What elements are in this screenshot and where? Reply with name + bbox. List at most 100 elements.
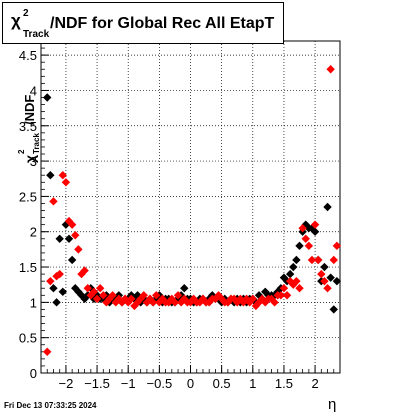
x-tick-label: 0 (187, 376, 194, 391)
data-point (326, 65, 335, 74)
data-point (55, 269, 64, 279)
x-tick-label: 1.5 (275, 376, 293, 391)
data-point (295, 284, 304, 293)
data-point (307, 255, 317, 265)
data-point (248, 294, 257, 304)
x-tick-label: −1.5 (84, 376, 110, 391)
data-point (67, 220, 77, 229)
y-label-chi-symbol: χ (22, 154, 38, 163)
data-point (173, 291, 183, 300)
x-tick-label: −1 (121, 376, 136, 391)
data-points (43, 65, 342, 357)
data-point (320, 262, 329, 272)
x-tick-label: −2 (59, 376, 74, 391)
data-point (49, 197, 58, 206)
y-tick-label: 3.5 (19, 119, 37, 134)
title-chi-symbol: χ (11, 11, 21, 30)
data-point (74, 245, 83, 254)
title-subscript: Track (23, 29, 50, 40)
y-tick-label: 4.5 (19, 48, 37, 63)
data-point (292, 276, 301, 286)
data-point (289, 262, 298, 272)
data-point (52, 298, 61, 307)
x-tick-labels: −2 −1.5 −1 −0.5 0 0.5 1 1.5 2 (59, 376, 319, 391)
data-point (49, 284, 58, 293)
data-point (71, 231, 80, 240)
data-point (285, 269, 295, 279)
data-point (92, 294, 102, 304)
data-point (310, 220, 320, 229)
data-point (292, 255, 301, 265)
data-point (180, 284, 189, 293)
y-label-superscript: 2 (17, 149, 26, 154)
data-point (130, 301, 139, 311)
data-point (55, 234, 64, 243)
data-point (43, 347, 52, 357)
x-tick-label: −0.5 (147, 376, 173, 391)
data-point (108, 291, 117, 300)
data-point (276, 291, 286, 300)
y-tick-label: 3 (30, 154, 37, 169)
data-point (317, 269, 326, 279)
data-point (67, 255, 77, 265)
data-point (61, 178, 71, 187)
data-point (282, 291, 292, 300)
data-point (148, 298, 158, 307)
data-point (64, 234, 74, 243)
data-point (71, 284, 80, 293)
data-point (313, 255, 323, 265)
y-tick-label: 0.5 (19, 331, 37, 346)
y-tick-label: 1.5 (19, 260, 37, 275)
y-tick-label: 0 (30, 366, 37, 381)
grid-lines (41, 41, 340, 373)
data-point (89, 287, 99, 296)
data-point (323, 284, 332, 293)
data-point (304, 241, 314, 251)
data-point (152, 291, 161, 300)
y-tick-label: 4 (30, 83, 37, 98)
data-point (170, 298, 180, 307)
data-point (301, 234, 310, 243)
y-tick-label: 2 (30, 225, 37, 240)
y-label-text: /NDF (22, 94, 37, 125)
y-label-subscript: Track (32, 133, 41, 154)
data-point (326, 273, 335, 282)
axis-ticks (40, 40, 341, 374)
data-point (99, 291, 108, 300)
data-point (332, 241, 342, 251)
x-tick-label: 2 (311, 376, 318, 391)
data-point (167, 294, 177, 304)
x-tick-label: 0.5 (213, 376, 231, 391)
data-point (270, 298, 279, 307)
data-point (310, 227, 320, 236)
x-axis-label: η (328, 396, 337, 413)
data-point (139, 291, 148, 300)
data-point (83, 284, 92, 293)
title-superscript: 2 (23, 8, 29, 19)
chart-title: /NDF for Global Rec All EtapT (50, 15, 275, 32)
data-point (61, 220, 71, 229)
data-point (43, 93, 52, 102)
data-point (323, 202, 332, 212)
x-tick-label: 1 (249, 376, 256, 391)
data-point (298, 223, 307, 233)
data-point (95, 284, 105, 293)
data-point (242, 294, 251, 304)
y-tick-label: 1 (30, 295, 37, 310)
data-point (80, 266, 89, 275)
data-point (320, 276, 329, 286)
data-point (329, 305, 338, 314)
data-point (295, 241, 304, 251)
data-point (46, 171, 55, 180)
data-point (127, 294, 136, 304)
data-point (332, 276, 342, 286)
y-axis-label: χ 2 Track /NDF (17, 53, 43, 163)
y-tick-label: 2.5 (19, 189, 37, 204)
data-point (46, 276, 55, 286)
y-tick-labels: 0 0.5 1 1.5 2 2.5 3 3.5 4 4.5 (19, 48, 37, 381)
data-point (58, 171, 68, 180)
data-point (58, 287, 68, 296)
data-point (329, 255, 338, 265)
timestamp-footer: Fri Dec 13 07:33:25 2024 (4, 401, 97, 410)
